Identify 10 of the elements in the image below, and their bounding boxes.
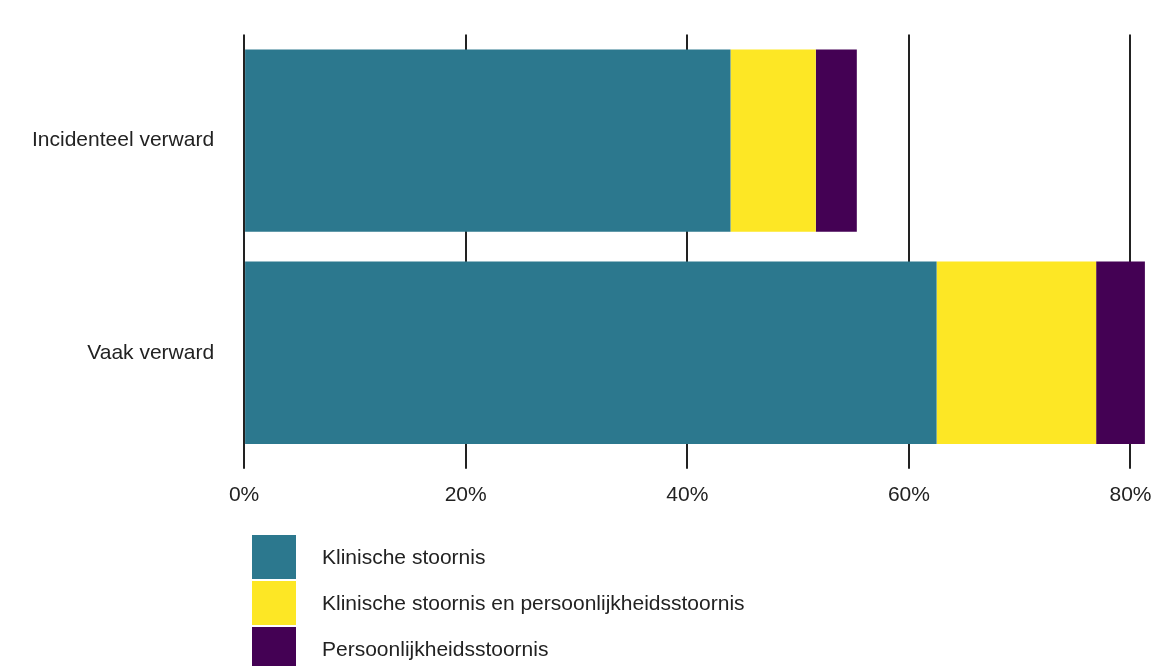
legend-label: Klinische stoornis en persoonlijkheidsstoornis (322, 591, 745, 615)
x-tick-label: 60% (887, 482, 930, 506)
y-tick-label: Incidenteel verward (31, 127, 215, 151)
x-tick-label: 80% (1109, 482, 1152, 506)
y-tick-label: Vaak verward (87, 339, 215, 363)
legend-label: Klinische stoornis (322, 545, 486, 569)
x-tick-label: 20% (444, 482, 487, 506)
x-tick-label: 0% (228, 482, 260, 506)
legend-label: Persoonlijkheidsstoornis (322, 637, 549, 661)
x-tick-label: 40% (666, 482, 709, 506)
